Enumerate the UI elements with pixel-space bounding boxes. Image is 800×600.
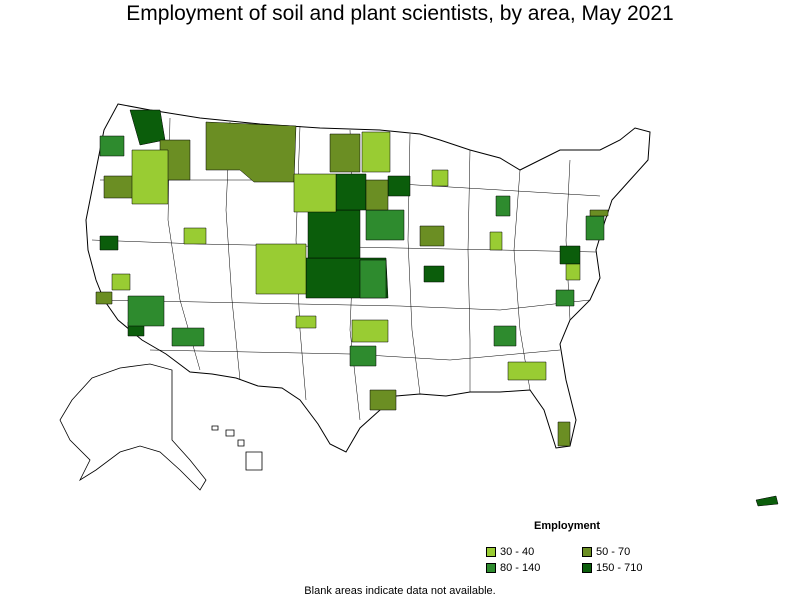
area-fl-olive (557, 421, 571, 447)
area-co2-light (255, 243, 307, 295)
legend-label: 30 - 40 (500, 546, 535, 558)
legend-swatch-150-710 (582, 563, 592, 573)
legend-item-150-710: 150 - 710 (582, 562, 642, 574)
area-az2-mid (171, 327, 205, 347)
area-sdakota-dark (335, 173, 367, 211)
legend-label: 50 - 70 (596, 546, 631, 558)
legend-label: 80 - 140 (500, 562, 541, 574)
area-or-olive (103, 175, 137, 199)
area-ok2-light (351, 319, 389, 343)
area-mi-mid (495, 195, 511, 217)
legend-swatch-80-140 (486, 563, 496, 573)
area-tx-olive (369, 389, 397, 411)
area-pr-dark (755, 495, 779, 507)
footnote: Blank areas indicate data not available. (304, 585, 496, 597)
area-shading (95, 109, 779, 507)
area-ca-dark (99, 235, 119, 251)
area-wi-light (431, 169, 449, 187)
legend-swatch-30-40 (486, 547, 496, 557)
area-in-light (489, 231, 503, 251)
area-ga-mid (493, 325, 517, 347)
area-mn-dark (387, 175, 411, 197)
area-mt-olive (205, 121, 297, 183)
area-il-olive (419, 225, 445, 247)
legend-item-80-140: 80 - 140 (486, 562, 540, 574)
area-ca3-light (111, 273, 131, 291)
area-va-mid (555, 289, 575, 307)
legend-swatch-50-70 (582, 547, 592, 557)
legend-label: 150 - 710 (596, 562, 643, 574)
area-nd2-light (361, 131, 391, 173)
legend-title: Employment (534, 520, 601, 532)
area-va2-light (565, 263, 581, 281)
area-mo2-mid (359, 259, 387, 299)
legend-item-30-40: 30 - 40 (486, 546, 534, 558)
hawaii-islands (211, 425, 263, 471)
map-title: Employment of soil and plant scientists,… (126, 2, 674, 25)
alaska-outline (59, 363, 207, 491)
area-wa2-mid (99, 135, 125, 157)
area-or2-light (131, 149, 169, 205)
area-mo-dark (423, 265, 445, 283)
area-nm-light (295, 315, 317, 329)
area-wy-light (293, 173, 337, 213)
area-az-mid (127, 295, 165, 327)
area-pa-olive (589, 209, 609, 217)
legend: Employment 30 - 40 50 - 70 80 - 140 150 … (486, 518, 666, 576)
area-ia-mid (365, 209, 405, 241)
area-nd-olive (329, 133, 361, 173)
area-ut-light (183, 227, 207, 245)
area-md-dark (559, 245, 581, 265)
area-ca2-olive (95, 291, 113, 305)
legend-item-50-70: 50 - 70 (582, 546, 630, 558)
area-nebraska-dark (307, 209, 361, 259)
area-ok-mid (349, 345, 377, 367)
area-nj-mid (585, 215, 605, 241)
area-mn2-olive (365, 179, 389, 211)
area-ga2-light (507, 361, 547, 381)
